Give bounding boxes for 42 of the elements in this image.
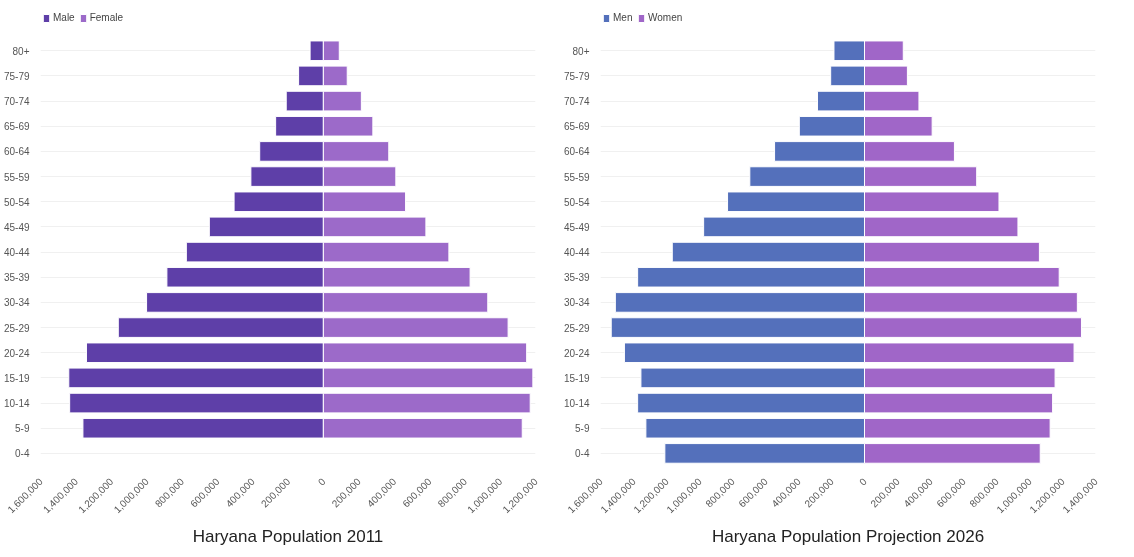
x-tick-label: 0 xyxy=(315,475,328,488)
y-tick-label: 70-74 xyxy=(3,96,30,108)
y-tick-label: 40-44 xyxy=(563,247,590,259)
y-tick-label: 25-29 xyxy=(563,322,590,334)
y-tick-label: 55-59 xyxy=(563,171,590,183)
legend-label: Female xyxy=(89,12,124,23)
y-tick-label: 5-9 xyxy=(15,423,30,435)
legend-label: Men xyxy=(613,12,633,23)
y-tick-label: 5-9 xyxy=(575,423,590,435)
legend-label: Women xyxy=(648,12,683,23)
y-tick-label: 55-59 xyxy=(3,171,30,183)
y-tick-label: 40-44 xyxy=(3,247,30,259)
text: Haryana Population 2011 xyxy=(192,526,384,546)
y-tick-label: 30-34 xyxy=(563,297,590,309)
y-tick-label: 60-64 xyxy=(563,146,590,158)
y-tick-label: 0-4 xyxy=(15,448,30,460)
y-tick-label: 50-54 xyxy=(3,196,30,208)
y-tick-label: 45-49 xyxy=(563,221,590,233)
y-tick-label: 65-69 xyxy=(563,121,590,133)
y-tick-label: 75-79 xyxy=(563,70,590,82)
y-tick-label: 35-39 xyxy=(3,272,30,284)
y-tick-label: 0-4 xyxy=(575,448,590,460)
y-tick-label: 20-24 xyxy=(563,347,590,359)
y-tick-label: 80+ xyxy=(12,45,30,57)
y-tick-label: 20-24 xyxy=(3,347,30,359)
y-tick-label: 25-29 xyxy=(3,322,30,334)
y-tick-label: 15-19 xyxy=(3,372,30,384)
y-tick-label: 30-34 xyxy=(3,297,30,309)
y-tick-label: 10-14 xyxy=(563,398,590,410)
y-tick-label: 80+ xyxy=(572,45,590,57)
y-tick-label: 35-39 xyxy=(563,272,590,284)
x-tick-label: 0 xyxy=(857,475,870,488)
y-tick-label: 70-74 xyxy=(563,96,590,108)
y-tick-label: 65-69 xyxy=(3,121,30,133)
y-tick-label: 45-49 xyxy=(3,221,30,233)
text: Haryana Population Projection 2026 xyxy=(711,526,985,546)
y-tick-label: 60-64 xyxy=(3,146,30,158)
y-tick-label: 15-19 xyxy=(563,372,590,384)
y-tick-label: 10-14 xyxy=(3,398,30,410)
legend-label: Male xyxy=(53,12,75,23)
y-tick-label: 75-79 xyxy=(3,70,30,82)
y-tick-label: 50-54 xyxy=(563,196,590,208)
